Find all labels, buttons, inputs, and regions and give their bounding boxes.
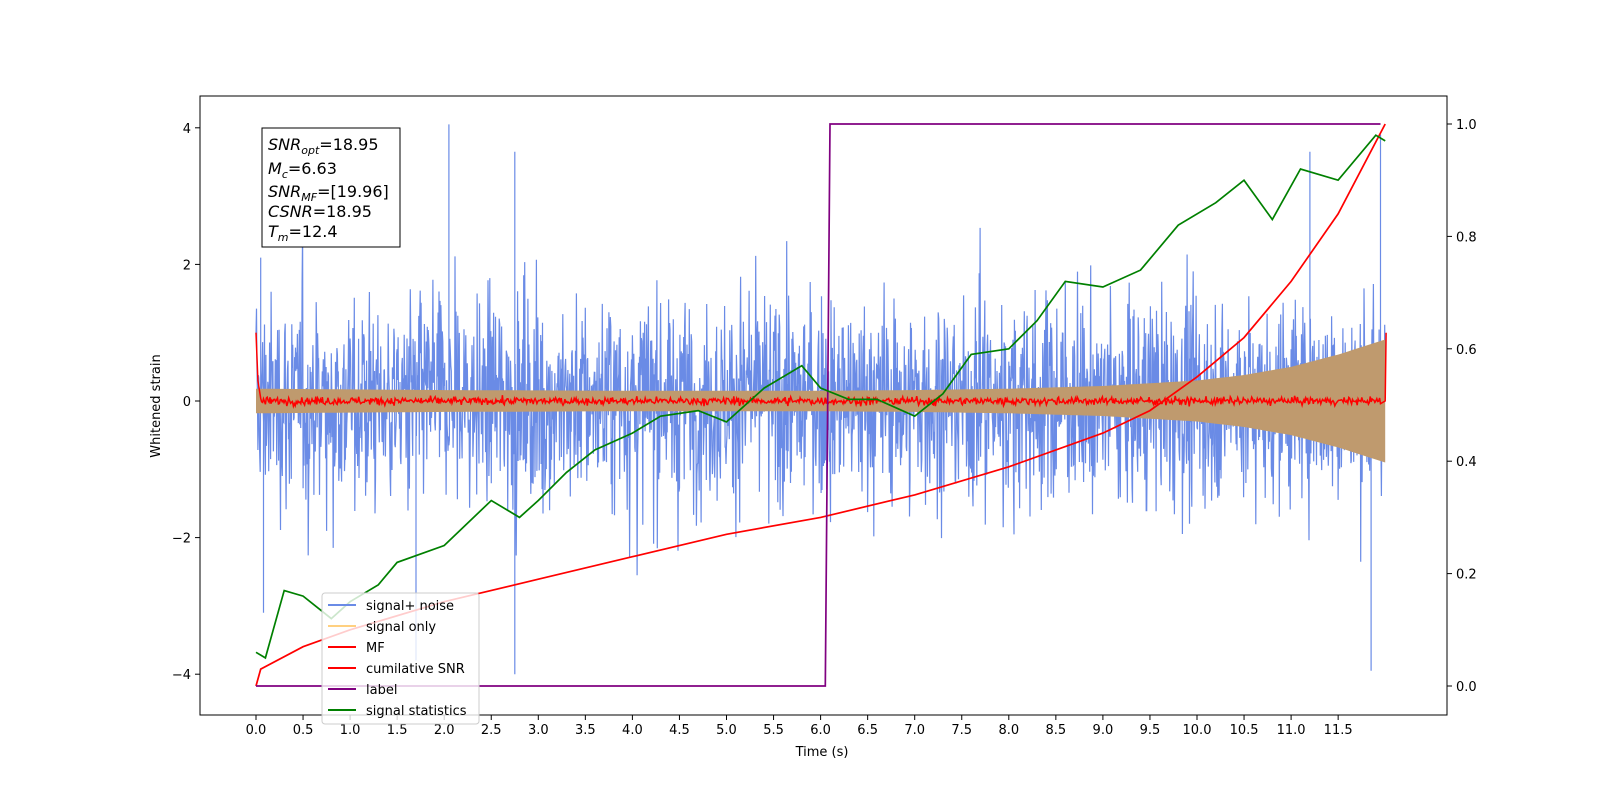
legend: signal+ noise signal only MF cumilative SNR… — [321, 592, 480, 725]
x-tick-label: 6.5 — [857, 723, 878, 738]
y2-tick-label: 0.4 — [1456, 455, 1477, 470]
x-axis: 0.0 0.5 1.0 1.5 2.0 2.5 3.0 3.5 4.0 4.5 5.0 5.5 6.0 6… — [246, 715, 1353, 738]
x-tick-label: 1.0 — [340, 723, 361, 738]
series-signal-statistics — [255, 134, 1386, 660]
legend-entry: label — [366, 683, 397, 698]
annotation-mc: Mc=6.63 — [268, 159, 337, 181]
y2-tick-label: 0.6 — [1456, 343, 1477, 358]
x-tick-label: 2.5 — [481, 723, 502, 738]
y2-tick-label: 0.0 — [1456, 680, 1477, 695]
x-tick-label: 5.5 — [763, 723, 784, 738]
axes-frame — [199, 95, 1448, 716]
y-tick-label: 4 — [183, 122, 191, 137]
x-tick-label: 7.0 — [904, 723, 925, 738]
x-tick-label: 0.5 — [293, 723, 314, 738]
x-tick-label: 4.5 — [669, 723, 690, 738]
y-tick-label: −2 — [172, 532, 191, 547]
y-tick-label: 2 — [183, 258, 191, 273]
x-tick-label: 5.0 — [716, 723, 737, 738]
x-tick-label: 3.0 — [528, 723, 549, 738]
legend-entry: signal statistics — [366, 704, 467, 719]
y-axis-left: −4 −2 0 2 4 — [172, 122, 200, 683]
legend-entry: signal only — [366, 620, 436, 635]
series-signal-noise — [255, 124, 1386, 675]
y-axis-label: Whitened strain — [149, 354, 164, 457]
legend-entry: signal+ noise — [366, 599, 454, 614]
x-tick-label: 1.5 — [387, 723, 408, 738]
x-tick-label: 7.5 — [951, 723, 972, 738]
annotation-snr-opt: SNRopt=18.95 — [268, 135, 379, 157]
y-tick-label: 0 — [183, 395, 191, 410]
y2-tick-label: 0.8 — [1456, 230, 1477, 245]
x-tick-label: 8.0 — [998, 723, 1019, 738]
y-axis-right: 0.0 0.2 0.4 0.6 0.8 1.0 — [1447, 118, 1477, 695]
x-tick-label: 8.5 — [1046, 723, 1067, 738]
x-tick-label: 10.5 — [1230, 723, 1259, 738]
x-tick-label: 0.0 — [246, 723, 267, 738]
annotation-snr-mf: SNRMF=[19.96] — [268, 182, 389, 204]
x-tick-label: 9.0 — [1093, 723, 1114, 738]
y-tick-label: −4 — [172, 668, 191, 683]
series-label — [256, 123, 1381, 687]
legend-entry: MF — [366, 641, 385, 656]
x-tick-label: 4.0 — [622, 723, 643, 738]
legend-entry: cumilative SNR — [366, 662, 465, 677]
x-tick-label: 6.0 — [810, 723, 831, 738]
annotation-box: SNRopt=18.95 Mc=6.63 SNRMF=[19.96] CSNR=… — [261, 127, 401, 248]
x-tick-label: 11.0 — [1277, 723, 1306, 738]
annotation-csnr: CSNR=18.95 — [268, 202, 372, 221]
x-tick-label: 10.0 — [1183, 723, 1212, 738]
x-tick-label: 3.5 — [575, 723, 596, 738]
x-tick-label: 2.0 — [434, 723, 455, 738]
plot-area — [255, 123, 1387, 687]
x-tick-label: 11.5 — [1324, 723, 1353, 738]
y2-tick-label: 0.2 — [1456, 568, 1477, 583]
y2-tick-label: 1.0 — [1456, 118, 1477, 133]
legend-frame — [321, 592, 480, 725]
series-mf — [255, 332, 1387, 409]
annotation-tm: Tm=12.4 — [268, 222, 338, 244]
x-tick-label: 9.5 — [1140, 723, 1161, 738]
x-axis-label: Time (s) — [795, 745, 849, 760]
